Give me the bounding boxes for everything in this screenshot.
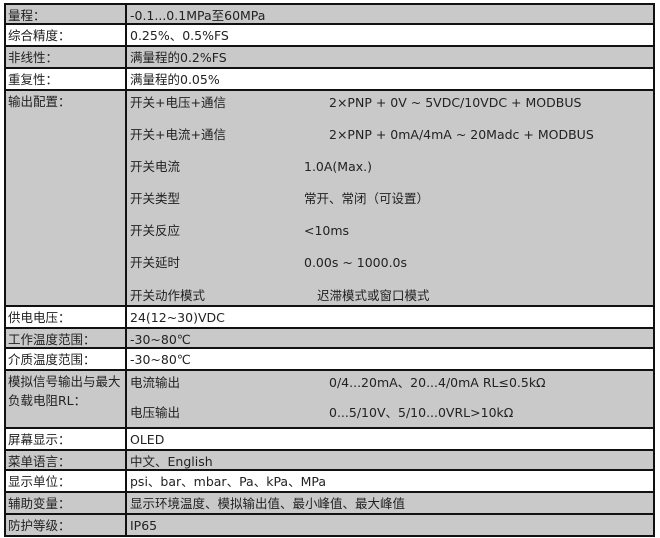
sub-spec-label: 电压输出 [130, 405, 181, 420]
spec-label: 综合精度： [6, 25, 127, 45]
spec-label: 显示单位： [6, 471, 127, 491]
sub-spec-value: 迟滞模式或窗口模式 [317, 288, 430, 303]
table-row: 模拟信号输出与最大负载电阻RL： 电流输出 0/4...20mA、20...4/0m… [6, 371, 653, 429]
spec-value: 显示环境温度、模拟输出值、最小峰值、最大峰值 [130, 496, 406, 511]
table-row: 屏幕显示： OLED [6, 429, 653, 451]
table-row: 菜单语言： 中文、English [6, 451, 653, 471]
spec-value: OLED [130, 432, 165, 447]
table-row: 综合精度： 0.25%、0.5%FS [6, 25, 653, 47]
spec-label: 输出配置： [6, 91, 127, 305]
sub-spec-value: 0...5/10V、5/10...0VRL>10kΩ [329, 405, 514, 420]
sub-spec-value: 0/4...20mA、20...4/0mA RL≤0.5kΩ [329, 375, 546, 390]
spec-label: 重复性： [6, 69, 127, 89]
sub-spec-label: 开关动作模式 [130, 288, 206, 303]
spec-value: 满量程的0.2%FS [130, 50, 227, 65]
table-row: 非线性： 满量程的0.2%FS [6, 47, 653, 69]
sub-spec-label: 开关反应 [130, 223, 181, 238]
spec-label: 菜单语言： [6, 451, 127, 469]
table-row: 供电电压： 24(12~30)VDC [6, 307, 653, 329]
table-row: 介质温度范围： -30~80℃ [6, 349, 653, 371]
spec-value: -0.1...0.1MPa至60MPa [130, 8, 266, 23]
sub-spec-label: 电流输出 [130, 375, 181, 390]
sub-spec-value: <10ms [304, 223, 350, 238]
sub-spec-value: 0.00s ~ 1000.0s [304, 255, 408, 270]
spec-value: 电流输出 0/4...20mA、20...4/0mA RL≤0.5kΩ 电压输出 0.… [129, 371, 653, 427]
table-row: 显示单位： psi、bar、mbar、Pa、kPa、MPa [6, 471, 653, 493]
spec-value: 中文、English [130, 454, 213, 469]
spec-label: 量程： [6, 5, 127, 23]
table-row: 防护等级： IP65 [6, 515, 653, 535]
sub-spec-label: 开关延时 [130, 255, 181, 270]
sub-spec-label: 开关类型 [130, 191, 181, 206]
spec-label: 非线性： [6, 47, 127, 67]
spec-label: 供电电压： [6, 307, 127, 327]
table-row: 输出配置： 开关+电压+通信 2×PNP + 0V ~ 5VDC/10VDC + M… [6, 91, 653, 307]
spec-label: 工作温度范围： [6, 329, 127, 347]
spec-label: 模拟信号输出与最大负载电阻RL： [6, 371, 127, 427]
spec-label: 屏幕显示： [6, 429, 127, 449]
spec-value: 24(12~30)VDC [130, 310, 225, 325]
table-row: 量程： -0.1...0.1MPa至60MPa [6, 5, 653, 25]
spec-value: 开关+电压+通信 2×PNP + 0V ~ 5VDC/10VDC + MODBUS… [129, 91, 653, 305]
sub-spec-label: 开关+电压+通信 [130, 95, 226, 110]
table-row: 辅助变量： 显示环境温度、模拟输出值、最小峰值、最大峰值 [6, 493, 653, 515]
spec-label: 辅助变量： [6, 493, 127, 513]
spec-value: -30~80℃ [130, 352, 191, 367]
spec-label: 防护等级： [6, 515, 127, 535]
spec-value: 满量程的0.05% [130, 72, 220, 87]
sub-spec-label: 开关电流 [130, 159, 181, 174]
spec-value: 0.25%、0.5%FS [130, 28, 229, 43]
spec-value: IP65 [130, 518, 158, 533]
sub-spec-label: 开关+电流+通信 [130, 127, 226, 142]
sub-spec-value: 常开、常闭（可设置） [304, 191, 430, 206]
sub-spec-value: 2×PNP + 0mA/4mA ~ 20Madc + MODBUS [329, 127, 594, 142]
table-row: 工作温度范围： -30~80℃ [6, 329, 653, 349]
sub-spec-value: 1.0A(Max.) [304, 159, 372, 174]
spec-label: 介质温度范围： [6, 349, 127, 369]
spec-value: psi、bar、mbar、Pa、kPa、MPa [130, 474, 326, 489]
table-row: 重复性： 满量程的0.05% [6, 69, 653, 91]
sub-spec-value: 2×PNP + 0V ~ 5VDC/10VDC + MODBUS [329, 95, 582, 110]
spec-value: -30~80℃ [130, 332, 191, 347]
spec-table: 量程： -0.1...0.1MPa至60MPa 综合精度： 0.25%、0.5%FS 非… [4, 3, 655, 537]
